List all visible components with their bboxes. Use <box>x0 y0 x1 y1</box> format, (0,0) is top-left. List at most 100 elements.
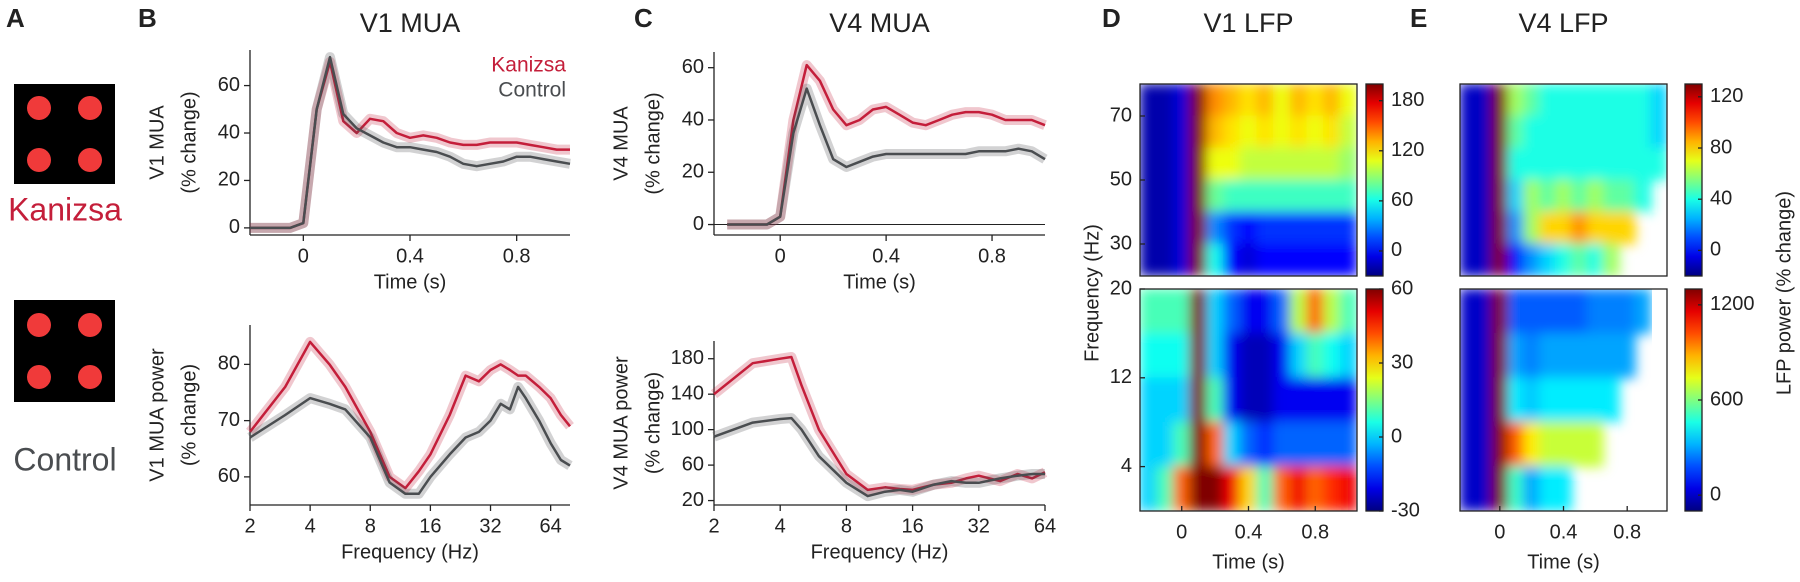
condition-label: Kanizsa <box>8 191 122 227</box>
y-tick-label: 60 <box>218 465 240 487</box>
heatmap-cell <box>1507 243 1525 276</box>
x-tick-label: 0 <box>775 245 786 267</box>
heatmap-cell <box>1475 377 1493 423</box>
panel-label: B <box>138 3 157 33</box>
colorbar-tick-label: 120 <box>1710 85 1743 107</box>
heatmap-cell <box>1140 377 1158 423</box>
series-line <box>727 63 1046 226</box>
heatmap-cell <box>1239 84 1258 117</box>
heatmap-cell <box>1172 84 1191 117</box>
heatmap-cell <box>1475 332 1493 379</box>
x-tick-label: 0.4 <box>1550 521 1578 543</box>
heatmap-cell <box>1586 84 1604 117</box>
heatmap-cell <box>1507 115 1525 149</box>
plot-frame <box>1459 83 1668 277</box>
y-tick-label: 12 <box>1110 366 1132 388</box>
heatmap-cell <box>1491 289 1509 334</box>
heatmap-cell <box>1339 243 1357 276</box>
heatmap-cell <box>1491 84 1509 117</box>
heatmap-cell <box>1172 179 1191 213</box>
heatmap-cell <box>1523 211 1541 245</box>
heatmap-cell <box>1539 211 1557 245</box>
heatmap-cell <box>1539 179 1557 213</box>
inducers <box>27 96 102 172</box>
heatmap-cell <box>1172 211 1191 245</box>
heatmap-cell <box>1475 147 1493 181</box>
heatmap-cell <box>1602 147 1620 181</box>
heatmap-cell <box>1273 289 1291 334</box>
heatmap-cell <box>1539 466 1557 511</box>
panel-label: D <box>1102 3 1121 33</box>
heatmap-cell <box>1289 115 1308 149</box>
heatmap-cell <box>1256 466 1275 511</box>
heatmap-cell <box>1189 147 1208 181</box>
heatmap-cell <box>1156 179 1174 213</box>
inducers <box>27 313 102 389</box>
heatmap-cell <box>1256 211 1275 245</box>
heatmap-cell <box>1570 84 1588 117</box>
y-tick-label: 20 <box>1110 277 1132 299</box>
heatmap-cell <box>1239 377 1258 423</box>
heatmap-cell <box>1555 466 1572 511</box>
colorbar-tick-label: 120 <box>1391 139 1424 161</box>
series-line <box>249 385 571 496</box>
heatmap-cell <box>1475 84 1493 117</box>
heatmap-cell <box>1306 147 1325 181</box>
heatmap-cell <box>1602 332 1620 379</box>
x-tick-label: 32 <box>479 515 501 537</box>
y-axis-label: (% change) <box>642 372 664 474</box>
y-tick-label: 60 <box>682 56 704 78</box>
x-tick-label: 4 <box>305 515 316 537</box>
heatmap-cell <box>1273 179 1291 213</box>
heatmap-cells <box>1460 289 1652 511</box>
stimulus-control <box>14 300 115 402</box>
colorbar <box>1684 83 1703 277</box>
heatmap-cell <box>1523 289 1541 334</box>
heatmap-cell <box>1460 421 1477 468</box>
heatmap-cell <box>1507 84 1525 117</box>
heatmap-cell <box>1172 289 1191 334</box>
heatmap-cell <box>1140 421 1158 468</box>
heatmap-cell <box>1618 84 1636 117</box>
heatmap-cell <box>1460 332 1477 379</box>
heatmap-cell <box>1189 179 1208 213</box>
y-tick-label: 140 <box>671 382 704 404</box>
x-tick-label: 8 <box>841 515 852 537</box>
heatmap-cell <box>1206 115 1224 149</box>
heatmap-cell <box>1140 466 1158 511</box>
x-tick-label: 0.4 <box>1235 521 1263 543</box>
x-tick-label: 64 <box>540 515 562 537</box>
heatmap-cell <box>1460 115 1477 149</box>
heatmap-cell <box>1206 179 1224 213</box>
heatmap-cell <box>1618 332 1636 379</box>
heatmap-cell <box>1189 243 1208 276</box>
heatmap-cell <box>1586 243 1604 276</box>
heatmap-cell <box>1256 289 1275 334</box>
y-tick-label: 20 <box>218 169 240 191</box>
heatmap-cell <box>1570 377 1588 423</box>
heatmap-cell <box>1140 211 1158 245</box>
heatmap-cell <box>1306 289 1325 334</box>
heatmap-cell <box>1570 243 1588 276</box>
heatmap-cell <box>1634 179 1652 213</box>
heatmap-cell <box>1239 211 1258 245</box>
heatmap-cell <box>1156 84 1174 117</box>
heatmap-cell <box>1140 115 1158 149</box>
heatmap-cell <box>1323 466 1341 511</box>
series-band <box>727 60 1047 230</box>
heatmap-cell <box>1650 147 1667 181</box>
heatmap-cell <box>1273 243 1291 276</box>
heatmap-cells <box>1140 84 1357 276</box>
heatmap-cell <box>1306 332 1325 379</box>
heatmap <box>1460 84 1667 276</box>
heatmap-cell <box>1323 421 1341 468</box>
heatmap-cell <box>1140 147 1158 181</box>
heatmap-cell <box>1570 332 1588 379</box>
chart-title: V1 LFP <box>1203 8 1293 38</box>
heatmap-cell <box>1507 289 1525 334</box>
heatmap-cell <box>1339 332 1357 379</box>
heatmap-cell <box>1586 147 1604 181</box>
heatmap-cell <box>1523 421 1541 468</box>
y-axis-label: (% change) <box>178 91 200 193</box>
heatmap-cell <box>1539 115 1557 149</box>
